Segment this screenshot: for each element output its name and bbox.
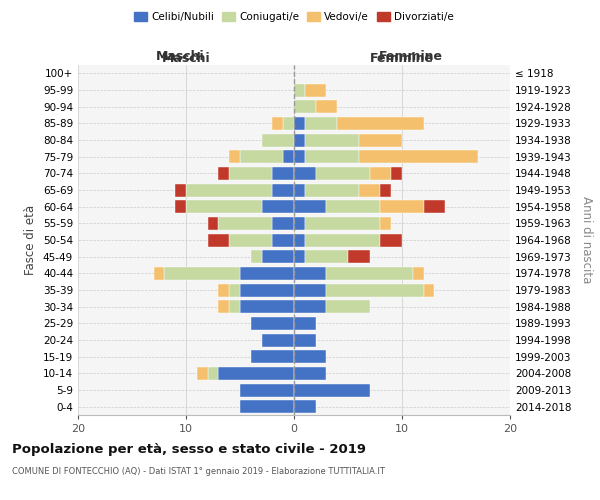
Bar — [391, 167, 402, 180]
Bar — [294, 317, 316, 330]
Text: Popolazione per età, sesso e stato civile - 2019: Popolazione per età, sesso e stato civil… — [12, 442, 366, 456]
Bar — [272, 117, 283, 130]
Bar — [359, 150, 478, 163]
Bar — [294, 134, 305, 146]
Bar — [294, 284, 326, 296]
Bar — [251, 350, 294, 363]
Bar — [175, 200, 186, 213]
Bar — [316, 167, 370, 180]
Bar — [294, 367, 326, 380]
Bar — [272, 217, 294, 230]
Bar — [294, 167, 316, 180]
Bar — [218, 284, 229, 296]
Bar — [380, 217, 391, 230]
Bar — [294, 350, 326, 363]
Bar — [272, 184, 294, 196]
Bar — [175, 184, 186, 196]
Bar — [305, 217, 380, 230]
Bar — [370, 167, 391, 180]
Bar — [294, 100, 316, 113]
Bar — [294, 384, 370, 396]
Bar — [229, 150, 240, 163]
Bar — [262, 250, 294, 263]
Bar — [294, 217, 305, 230]
Bar — [380, 200, 424, 213]
Bar — [218, 217, 272, 230]
Y-axis label: Fasce di età: Fasce di età — [25, 205, 37, 275]
Bar — [229, 167, 272, 180]
Bar — [305, 150, 359, 163]
Bar — [262, 134, 294, 146]
Bar — [186, 200, 262, 213]
Bar — [424, 284, 434, 296]
Bar — [305, 234, 380, 246]
Bar — [316, 100, 337, 113]
Bar — [294, 84, 305, 96]
Bar — [294, 117, 305, 130]
Bar — [294, 150, 305, 163]
Bar — [283, 150, 294, 163]
Bar — [208, 217, 218, 230]
Bar — [229, 234, 272, 246]
Bar — [262, 200, 294, 213]
Bar — [240, 300, 294, 313]
Text: Femmine: Femmine — [379, 50, 443, 62]
Bar — [208, 367, 218, 380]
Bar — [380, 234, 402, 246]
Bar — [305, 134, 359, 146]
Bar — [164, 267, 240, 280]
Bar — [240, 150, 283, 163]
Bar — [154, 267, 164, 280]
Bar — [197, 367, 208, 380]
Y-axis label: Anni di nascita: Anni di nascita — [580, 196, 593, 284]
Bar — [186, 184, 272, 196]
Bar — [305, 117, 337, 130]
Bar — [251, 250, 262, 263]
Bar — [337, 117, 424, 130]
Bar — [272, 167, 294, 180]
Bar — [413, 267, 424, 280]
Bar — [218, 167, 229, 180]
Bar — [208, 234, 229, 246]
Bar — [305, 250, 348, 263]
Bar — [305, 84, 326, 96]
Bar — [240, 267, 294, 280]
Bar — [218, 300, 229, 313]
Bar — [294, 400, 316, 413]
Bar — [359, 184, 380, 196]
Bar — [294, 184, 305, 196]
Bar — [348, 250, 370, 263]
Bar — [294, 300, 326, 313]
Bar — [326, 300, 370, 313]
Bar — [294, 234, 305, 246]
Bar — [326, 200, 380, 213]
Bar — [294, 200, 326, 213]
Bar — [294, 250, 305, 263]
Bar — [229, 284, 240, 296]
Bar — [294, 267, 326, 280]
Bar — [272, 234, 294, 246]
Text: COMUNE DI FONTECCHIO (AQ) - Dati ISTAT 1° gennaio 2019 - Elaborazione TUTTITALIA: COMUNE DI FONTECCHIO (AQ) - Dati ISTAT 1… — [12, 468, 385, 476]
Bar — [262, 334, 294, 346]
Bar — [380, 184, 391, 196]
Bar — [359, 134, 402, 146]
Bar — [424, 200, 445, 213]
Bar — [218, 367, 294, 380]
Text: Maschi: Maschi — [161, 52, 211, 65]
Bar — [240, 384, 294, 396]
Bar — [305, 184, 359, 196]
Bar — [240, 284, 294, 296]
Text: Femmine: Femmine — [370, 52, 434, 65]
Bar — [251, 317, 294, 330]
Bar — [283, 117, 294, 130]
Bar — [229, 300, 240, 313]
Bar — [326, 284, 424, 296]
Bar — [240, 400, 294, 413]
Bar — [326, 267, 413, 280]
Text: Maschi: Maschi — [155, 50, 205, 62]
Bar — [294, 334, 316, 346]
Legend: Celibi/Nubili, Coniugati/e, Vedovi/e, Divorziati/e: Celibi/Nubili, Coniugati/e, Vedovi/e, Di… — [130, 8, 458, 26]
